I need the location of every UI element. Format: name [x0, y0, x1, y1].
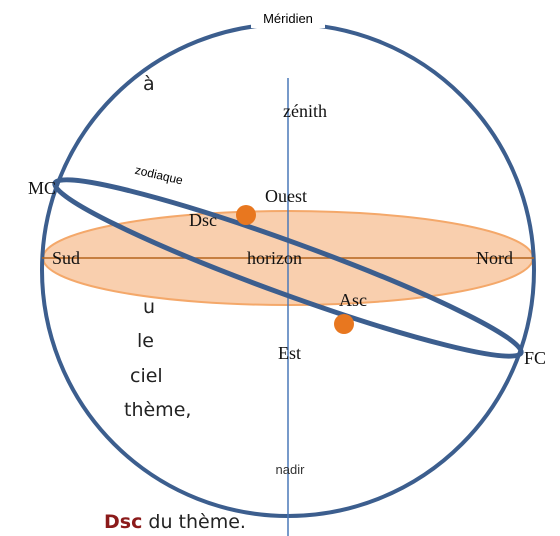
side-text: à s u le ciel thème, Dsc du thème. [104, 73, 246, 533]
fc-label: FC [524, 348, 546, 368]
nadir-label: nadir [276, 462, 306, 477]
side-line: ciel [130, 365, 163, 387]
side-line: à [143, 73, 155, 95]
side-line: u [143, 296, 155, 318]
horizon-label: horizon [247, 248, 302, 268]
asc-point [334, 314, 354, 334]
side-line: thème, [124, 399, 191, 421]
side-rest: du thème. [142, 511, 246, 533]
asc-label: Asc [339, 290, 367, 310]
south-label: Sud [52, 248, 80, 268]
dsc-point [236, 205, 256, 225]
east-label: Est [278, 343, 301, 363]
side-bold: Dsc [104, 511, 142, 533]
west-label: Ouest [265, 186, 307, 206]
meridian-label: Méridien [263, 11, 313, 26]
zodiac-ellipse [52, 177, 524, 359]
north-label: Nord [476, 248, 513, 268]
zodiac-label: zodiaque [134, 163, 185, 188]
mc-label: MC [28, 178, 56, 198]
zenith-label: zénith [283, 101, 327, 121]
side-line: le [137, 330, 154, 352]
side-line: Dsc du thème. [104, 511, 246, 533]
label-bg [251, 8, 325, 28]
dsc-label: Dsc [189, 210, 217, 230]
